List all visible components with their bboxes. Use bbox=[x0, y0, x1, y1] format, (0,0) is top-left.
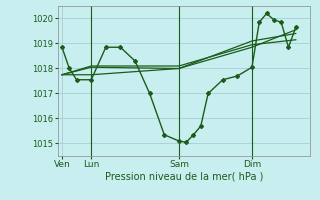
X-axis label: Pression niveau de la mer( hPa ): Pression niveau de la mer( hPa ) bbox=[105, 172, 263, 182]
